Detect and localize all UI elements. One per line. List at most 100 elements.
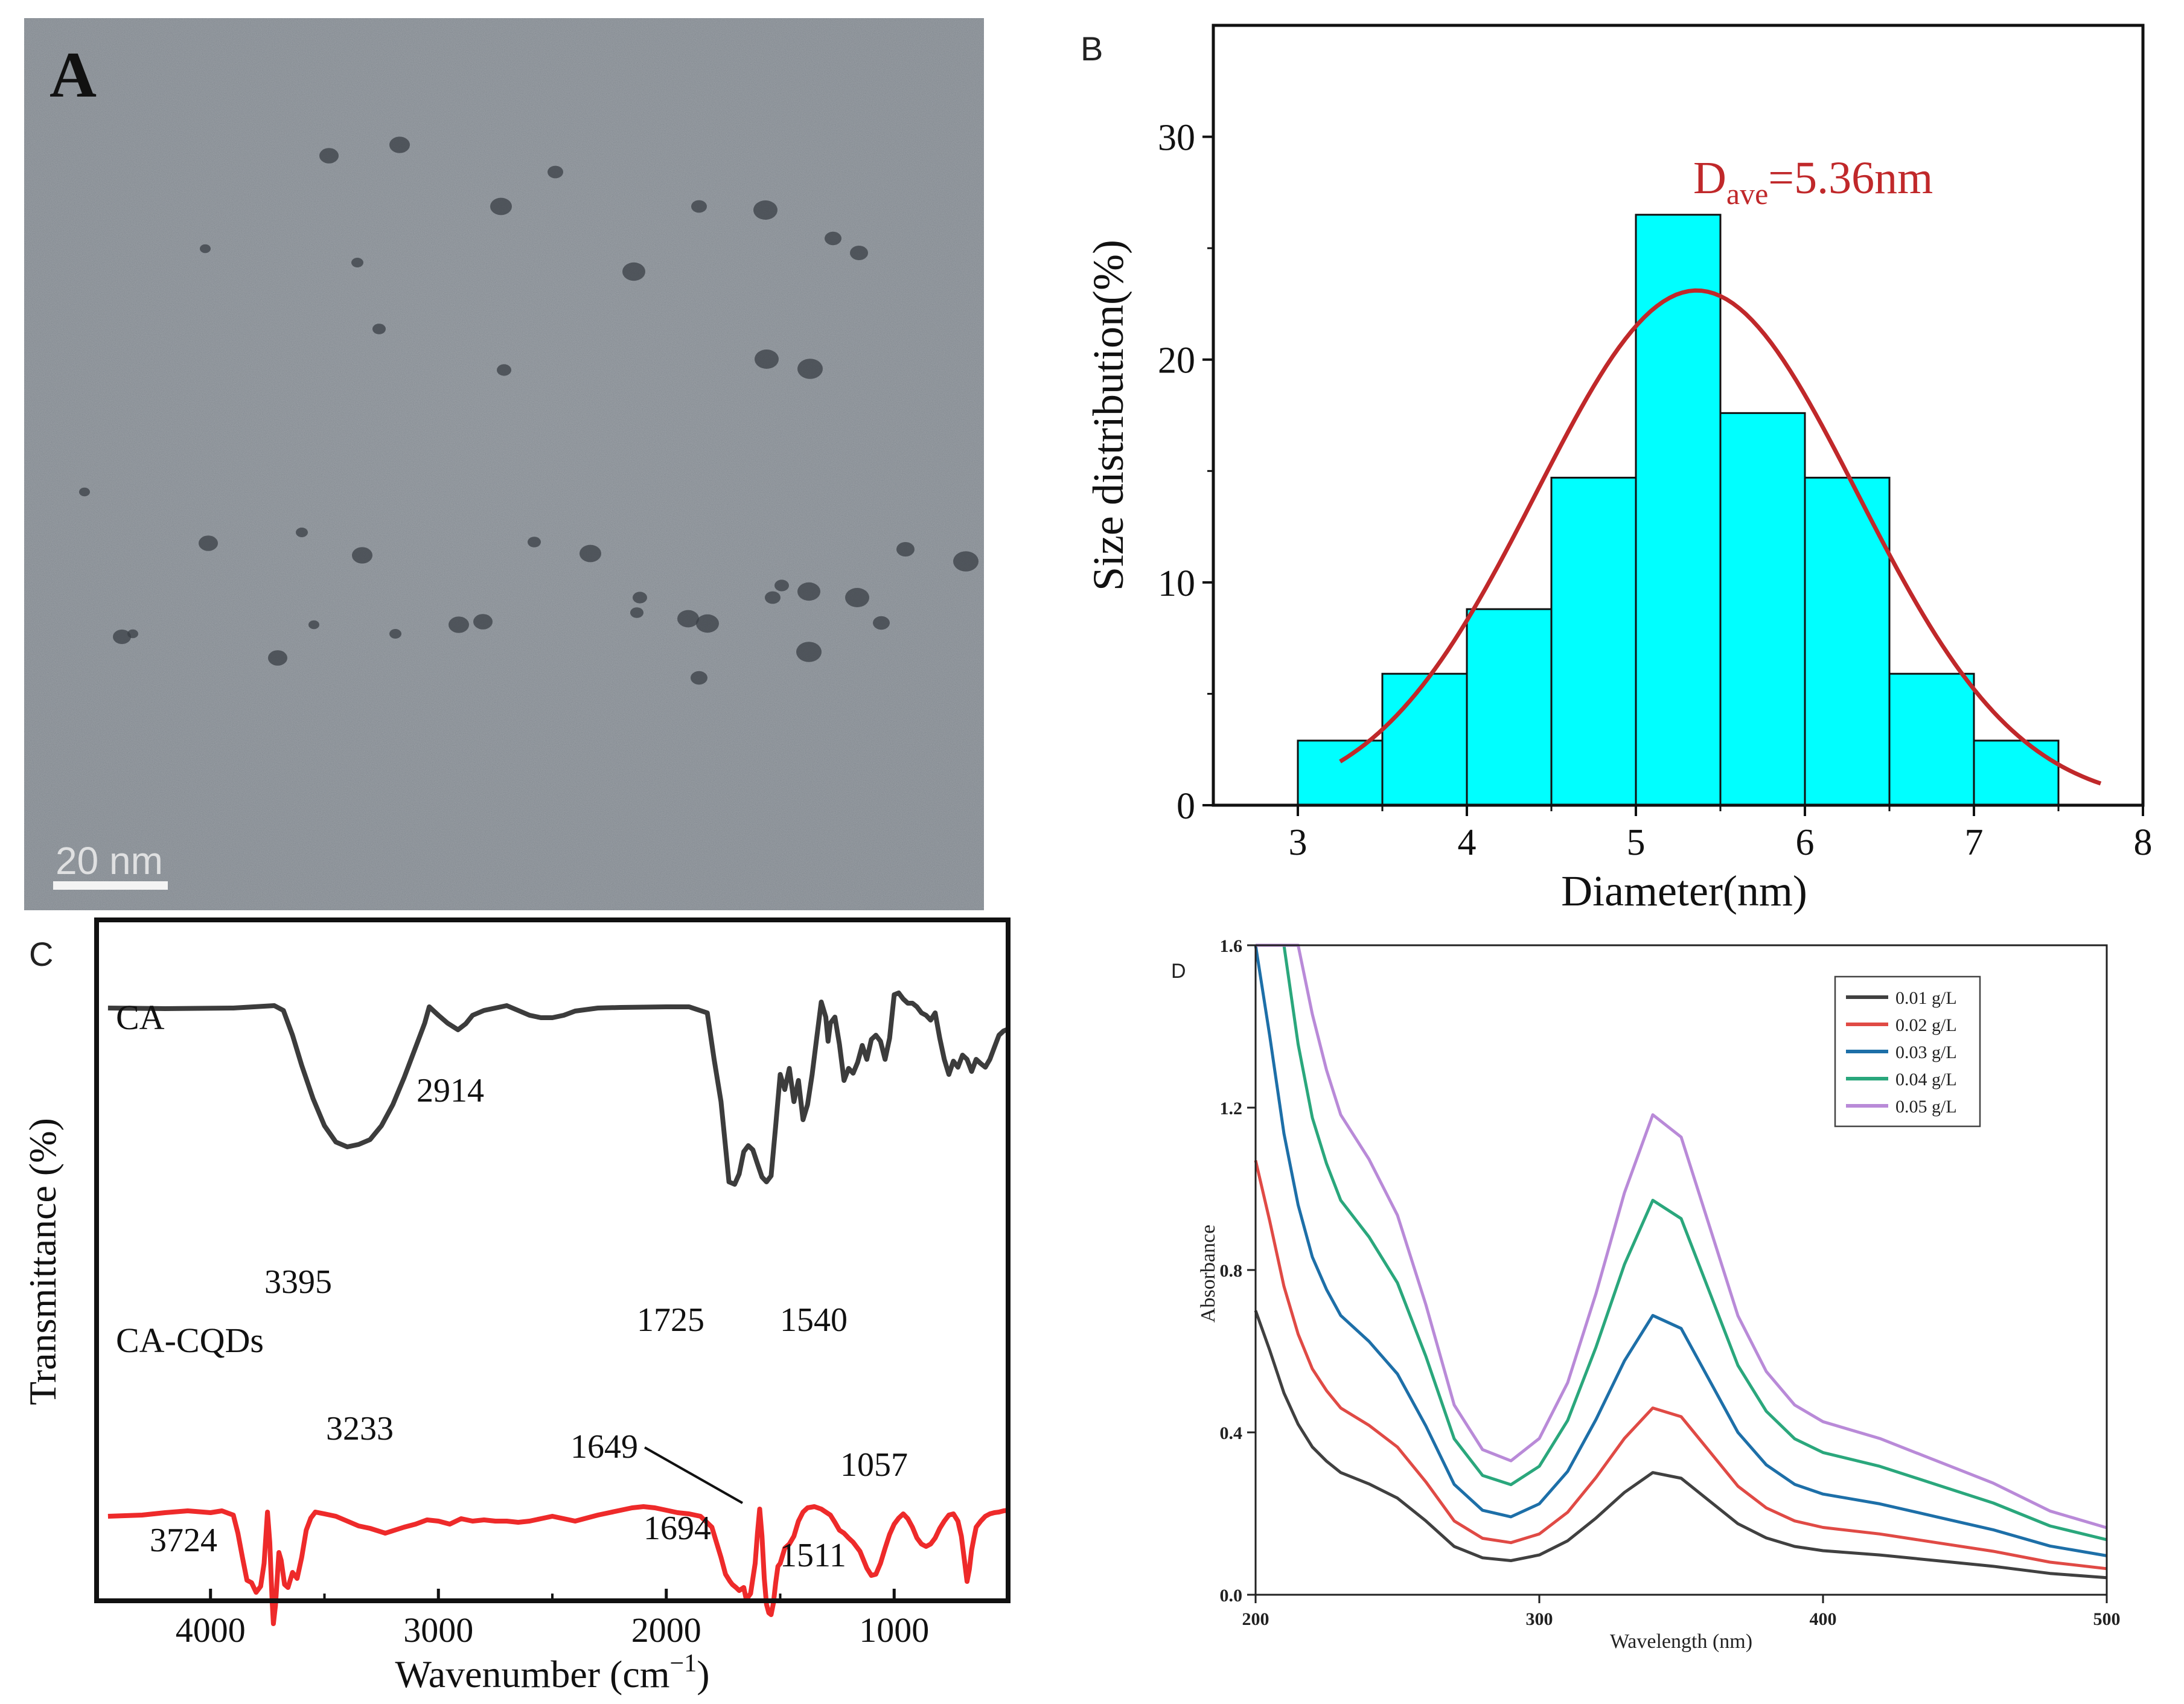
nanoparticles (79, 136, 979, 685)
x-tick-label: 6 (1796, 822, 1815, 863)
nanoparticle (319, 148, 339, 164)
annotation-main: D (1693, 153, 1726, 203)
nanoparticle (696, 614, 719, 633)
nanoparticle (765, 591, 781, 604)
absorbance-line (1254, 945, 2107, 1557)
x-tick-label: 400 (1810, 1609, 1837, 1629)
y-tick-label: 0.8 (1220, 1261, 1243, 1281)
nanoparticle (79, 487, 90, 497)
nanoparticle (753, 200, 777, 220)
nanoparticle (389, 136, 410, 153)
nanoparticle (825, 231, 841, 246)
nanoparticle (774, 579, 789, 592)
nanoparticle (113, 630, 131, 644)
peak-3724: 3724 (150, 1522, 217, 1559)
x-tick-label: 3 (1289, 822, 1308, 863)
nanoparticle (199, 535, 218, 551)
panel-a: A 20 nm (24, 18, 984, 910)
histogram-bar (1973, 739, 2060, 806)
panel-b-label: B (1081, 30, 1103, 68)
nanoparticle (372, 324, 386, 334)
legend-label: 0.04 g/L (1895, 1070, 1957, 1090)
nanoparticle (797, 582, 820, 601)
x-tick-label: 300 (1526, 1609, 1553, 1629)
peak-3395: 3395 (264, 1263, 332, 1301)
peak-1540: 1540 (780, 1301, 848, 1339)
x-tick-label: 4 (1458, 822, 1477, 863)
y-tick-label: 1.6 (1220, 936, 1243, 956)
nanoparticle (691, 200, 707, 213)
nanoparticle (200, 244, 211, 254)
histogram-chart: B 3 4 5 6 7 8 0 10 20 30 Dave=5.36nm Diameter(nm)… (1081, 24, 2153, 915)
ca-series-label: CA (116, 998, 165, 1037)
x-axis-label-main: Wavenumber (cm (395, 1653, 669, 1696)
nanoparticle (580, 544, 601, 563)
x-axis-label: Wavelength (nm) (1610, 1630, 1752, 1653)
gaussian-fit-curve (1339, 288, 2102, 786)
peak-1057: 1057 (840, 1446, 908, 1484)
y-axis-label: Absorbance (1197, 1225, 1219, 1323)
absorbance-line (1256, 943, 2107, 1542)
tem-image: A 20 nm (24, 18, 984, 910)
fit-annotation: Dave=5.36nm (1693, 153, 1933, 211)
nanoparticle (677, 610, 699, 628)
legend-label: 0.01 g/L (1895, 988, 1957, 1008)
ftir-chart: C 4000 3000 2000 1000 CA CA-CQDs 2914 3395 … (21, 917, 1011, 1696)
panel-d: D 200 300 400 500 0.0 0.4 0.8 1.2 1.6 0.01 g/L 0.… (1147, 924, 2184, 1701)
legend-label: 0.02 g/L (1895, 1015, 1957, 1035)
nanoparticle (953, 551, 979, 572)
legend-label: 0.03 g/L (1895, 1042, 1957, 1062)
x-tick-label: 200 (1242, 1609, 1269, 1629)
x-axis-label-end: ) (697, 1653, 709, 1696)
histogram-bar (1888, 672, 1975, 806)
absorbance-line (1256, 943, 2107, 1530)
annotation-rest: =5.36nm (1768, 153, 1933, 203)
spectrum-line-ca-cqds (107, 1504, 1009, 1626)
peak-2914: 2914 (417, 1072, 484, 1109)
annotation-sub: ave (1726, 177, 1768, 211)
nanoparticle (127, 629, 138, 639)
scale-bar (53, 881, 168, 890)
x-tick-label: 3000 (403, 1610, 473, 1650)
histogram-bar (1719, 412, 1806, 806)
nanoparticle (873, 616, 890, 630)
peak-1725: 1725 (637, 1301, 704, 1339)
nanoparticle (352, 547, 372, 564)
panel-d-label: D (1171, 960, 1186, 983)
plot-frame (1212, 24, 2145, 807)
nanoparticle (691, 671, 707, 685)
nanoparticle (296, 528, 308, 537)
nanoparticle (351, 258, 363, 267)
nanoparticle (268, 650, 287, 666)
absorbance-line (1254, 1160, 2107, 1571)
x-tick-label: 2000 (631, 1610, 701, 1650)
panel-c: C 4000 3000 2000 1000 CA CA-CQDs 2914 3395 … (18, 911, 1032, 1699)
x-tick-label: 4000 (176, 1610, 246, 1650)
y-axis-label: Transmittance (%) (21, 1118, 64, 1405)
nanoparticle (528, 537, 541, 547)
y-tick-label: 1.2 (1220, 1099, 1243, 1118)
nanoparticle (490, 197, 512, 215)
x-axis-label: Wavenumber (cm−1) (395, 1650, 709, 1696)
histogram-bar (1381, 672, 1468, 806)
nanoparticle (622, 262, 645, 281)
x-axis-label-sup: −1 (670, 1650, 697, 1677)
nanoparticle (630, 607, 643, 618)
nanoparticle (633, 592, 647, 604)
y-tick-label: 20 (1158, 340, 1195, 381)
x-axis-label: Diameter(nm) (1561, 867, 1807, 915)
x-tick-label: 8 (2134, 822, 2153, 863)
nanoparticle (389, 629, 401, 639)
ca-cqds-series-label: CA-CQDs (116, 1321, 264, 1360)
legend: 0.01 g/L 0.02 g/L 0.03 g/L 0.04 g/L 0.05 g/L (1834, 975, 1981, 1128)
panel-c-label: C (29, 935, 53, 973)
tem-noise (24, 18, 984, 910)
nanoparticle (755, 349, 779, 369)
peak-1511: 1511 (780, 1537, 846, 1574)
nanoparticle (497, 364, 511, 376)
histogram-bar (1466, 608, 1553, 806)
nanoparticle (797, 359, 823, 379)
peak-1649: 1649 (570, 1428, 638, 1466)
histogram-bar (1635, 214, 1722, 806)
